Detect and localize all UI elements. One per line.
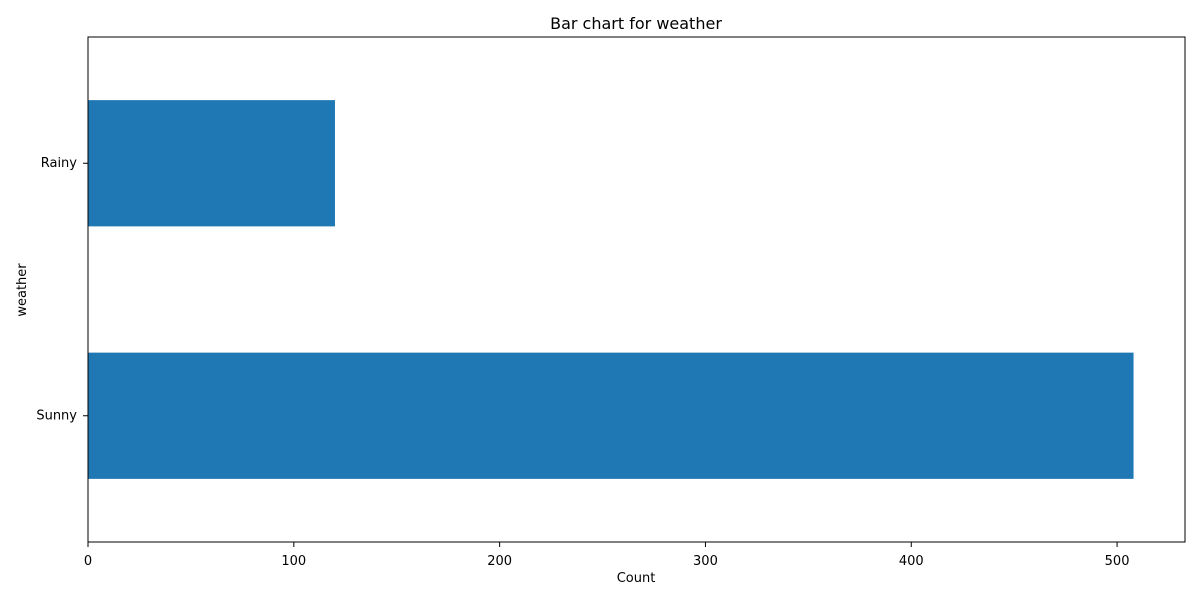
x-tick-label: 400: [899, 554, 924, 569]
x-tick-label: 100: [281, 554, 306, 569]
y-axis-ticks: Sunny Rainy: [36, 156, 88, 423]
x-tick-label: 300: [693, 554, 718, 569]
y-tick-label: Rainy: [41, 156, 78, 171]
x-tick-label: 500: [1105, 554, 1130, 569]
y-axis-title: weather: [15, 263, 30, 317]
x-tick-label: 200: [487, 554, 512, 569]
y-tick-label: Sunny: [36, 408, 77, 423]
bar-sunny: [88, 352, 1134, 479]
bars-group: [88, 100, 1134, 479]
bar-rainy: [88, 100, 335, 227]
x-axis-title: Count: [617, 571, 656, 586]
chart-title: Bar chart for weather: [550, 14, 722, 33]
x-axis-ticks: 0 100 200 300 400 500: [84, 542, 1130, 569]
plot-frame: [87, 36, 1186, 543]
x-tick-label: 0: [84, 554, 92, 569]
